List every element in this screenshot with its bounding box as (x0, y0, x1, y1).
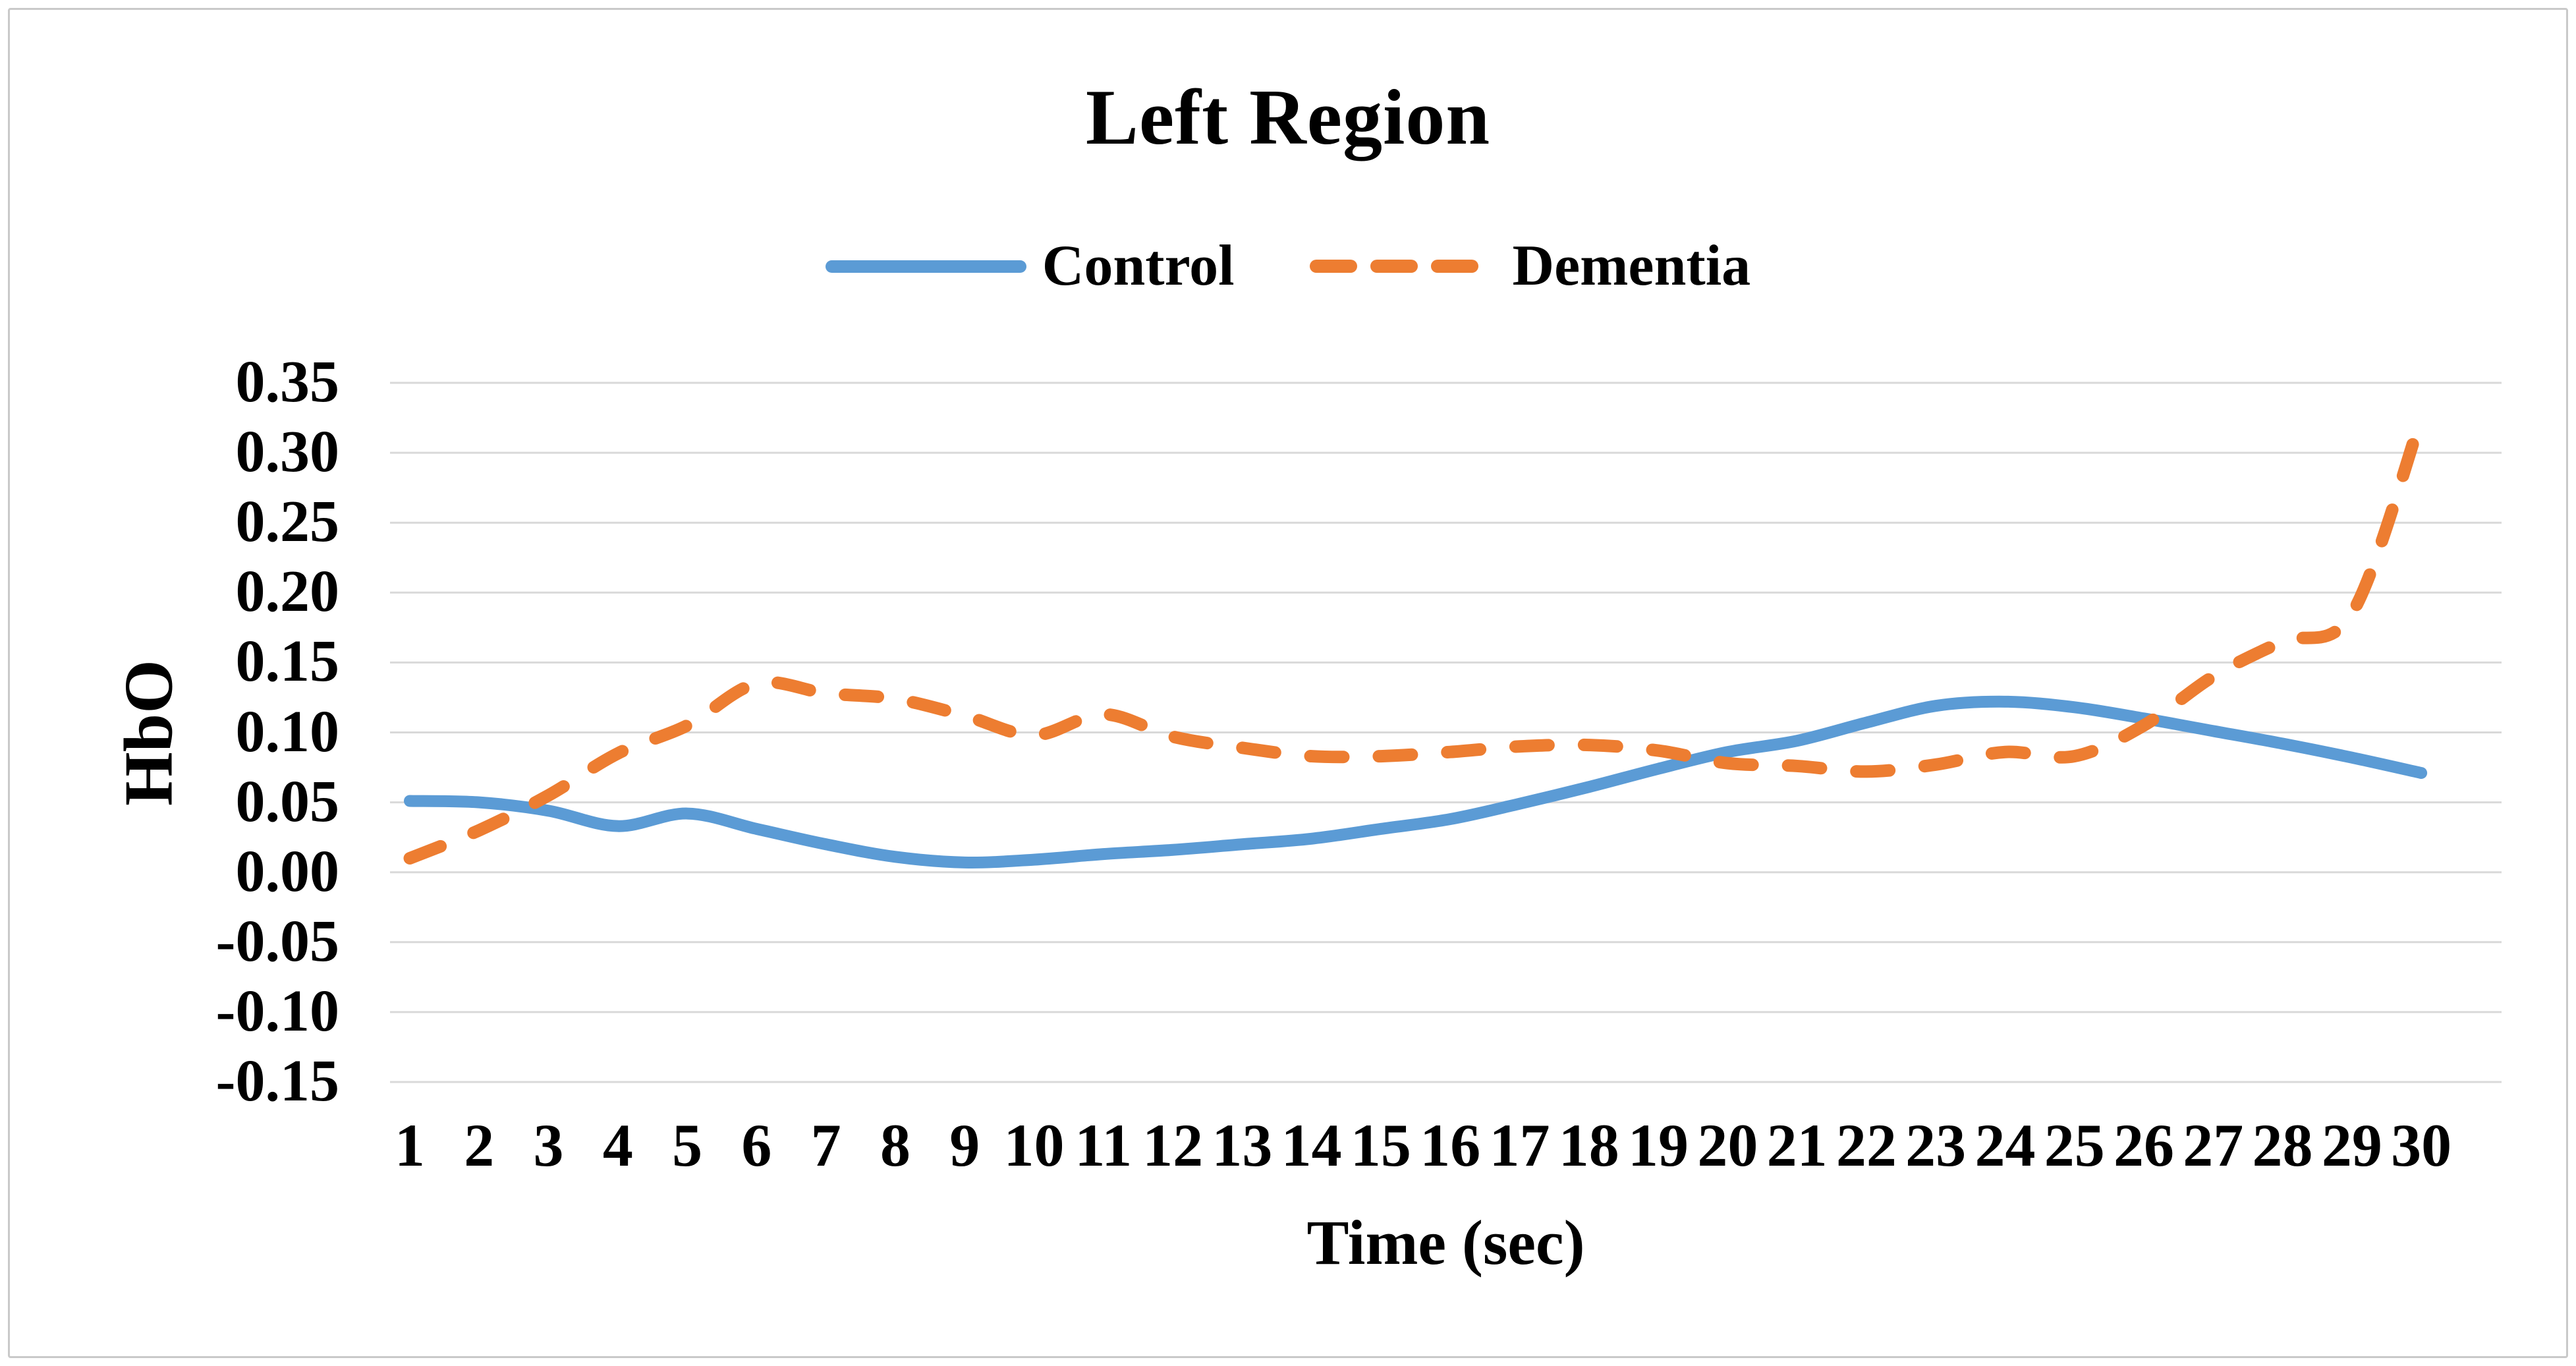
y-tick-label: -0.15 (215, 1048, 339, 1114)
x-tick-label: 23 (1905, 1112, 1967, 1179)
dementia-dash-swatch-icon (1309, 260, 1478, 273)
x-tick-label: 7 (810, 1112, 841, 1179)
y-tick-label: 0.15 (235, 629, 340, 695)
x-tick-label: 24 (1974, 1112, 2036, 1179)
x-tick-label: 18 (1558, 1112, 1619, 1179)
x-tick-label: 21 (1766, 1112, 1828, 1179)
y-tick-label: 0.05 (235, 768, 340, 834)
x-tick-label: 14 (1281, 1112, 1342, 1179)
control-series-line (404, 695, 2428, 868)
dash-segment-icon (1370, 260, 1418, 273)
x-tick-label: 10 (1003, 1112, 1065, 1179)
y-tick-label: -0.05 (215, 908, 339, 974)
x-tick-label: 6 (741, 1112, 772, 1179)
x-tick-label: 13 (1212, 1112, 1273, 1179)
dash-segment-icon (1430, 260, 1478, 273)
x-tick-label: 1 (395, 1112, 425, 1179)
x-tick-label: 27 (2183, 1112, 2244, 1179)
x-tick-label: 26 (2114, 1112, 2174, 1179)
legend: Control Dementia (0, 237, 2576, 295)
y-tick-label: 0.30 (235, 419, 340, 485)
x-tick-label: 19 (1628, 1112, 1689, 1179)
x-tick-label: 30 (2391, 1112, 2452, 1179)
x-tick-label: 16 (1420, 1112, 1481, 1179)
x-tick-label: 17 (1489, 1112, 1550, 1179)
x-tick-label: 22 (1835, 1112, 1897, 1179)
x-tick-label: 4 (602, 1112, 633, 1179)
y-tick-label: 0.00 (235, 838, 340, 904)
x-tick-label: 11 (1075, 1112, 1133, 1179)
legend-label-control: Control (1042, 234, 1235, 298)
x-tick-label: 15 (1350, 1112, 1411, 1179)
y-tick-label: 0.10 (235, 698, 340, 764)
y-tick-label: 0.25 (235, 489, 340, 555)
x-tick-label: 25 (2044, 1112, 2105, 1179)
y-tick-label: 0.20 (235, 559, 340, 625)
control-line-swatch-icon (825, 260, 1026, 273)
y-tick-label: 0.35 (235, 349, 340, 414)
x-tick-label: 2 (464, 1112, 495, 1179)
x-tick-label: 29 (2321, 1112, 2382, 1179)
x-tick-label: 12 (1142, 1112, 1204, 1179)
gridlines (390, 382, 2502, 1083)
x-tick-label: 3 (533, 1112, 564, 1179)
x-tick-label: 9 (949, 1112, 980, 1179)
legend-label-dementia: Dementia (1512, 234, 1751, 298)
dash-segment-icon (1309, 260, 1357, 273)
dementia-series-line (403, 411, 2428, 865)
y-tick-label: -0.10 (215, 978, 339, 1044)
x-axis-title: Time (sec) (1306, 1207, 1585, 1278)
chart-title: Left Region (1085, 73, 1491, 161)
x-tick-label: 20 (1697, 1112, 1758, 1179)
x-tick-label: 8 (880, 1112, 910, 1179)
x-tick-label: 5 (672, 1112, 703, 1179)
x-tick-label: 28 (2252, 1112, 2313, 1179)
